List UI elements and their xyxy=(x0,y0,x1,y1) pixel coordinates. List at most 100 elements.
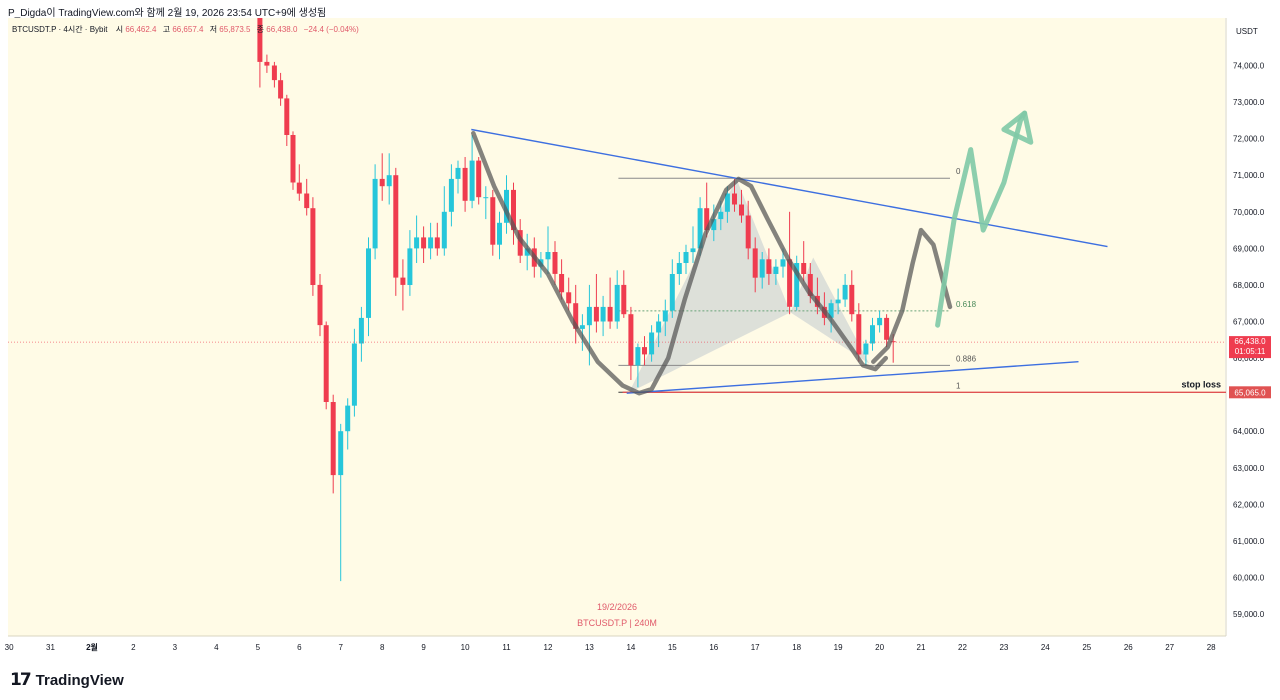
candle-bullish xyxy=(545,226,551,274)
projection-arrow-head xyxy=(1001,110,1034,145)
time-tick-label: 8 xyxy=(380,643,385,652)
time-tick-label: 19 xyxy=(834,643,843,652)
candle-body xyxy=(552,252,558,274)
time-tick-label: 11 xyxy=(502,643,511,652)
candle-body xyxy=(393,175,399,278)
candle-body xyxy=(330,402,336,476)
legend-symbol: BTCUSDT.P · 4시간 · Bybit xyxy=(12,24,108,34)
candle-bearish xyxy=(310,197,316,296)
price-tick-label: 66,000.0 xyxy=(1233,354,1265,363)
plot-area[interactable] xyxy=(8,18,1225,636)
candle-body xyxy=(842,284,848,300)
tradingview-logo[interactable]: 17 TradingView xyxy=(10,670,124,690)
candle-bearish xyxy=(421,226,427,263)
last-price-badge xyxy=(1229,336,1271,359)
candle-body xyxy=(511,189,516,231)
candle-body xyxy=(310,208,316,285)
currency-label: USDT xyxy=(1236,27,1258,36)
candle-bearish xyxy=(490,189,496,256)
candle-body xyxy=(635,347,641,366)
price-tick-label: 71,000.0 xyxy=(1233,171,1265,180)
time-tick-label: 15 xyxy=(668,643,677,652)
candle-body xyxy=(884,317,890,340)
candle-bearish xyxy=(400,259,406,311)
time-tick-label: 25 xyxy=(1082,643,1091,652)
time-tick-label: 31 xyxy=(46,643,55,652)
price-tick-label: 60,000.0 xyxy=(1233,574,1265,583)
time-tick-label: 24 xyxy=(1041,643,1050,652)
candle-body xyxy=(787,259,793,307)
candle-body xyxy=(264,61,270,66)
candle-body xyxy=(323,325,329,402)
candle-body xyxy=(807,274,813,296)
legend-low-value: 65,873.5 xyxy=(219,25,251,34)
candle-bullish xyxy=(497,211,502,260)
candle-body xyxy=(690,248,696,253)
candle-body xyxy=(669,274,675,311)
candle-body xyxy=(497,222,502,245)
candle-body xyxy=(759,259,765,278)
candle-body xyxy=(428,237,434,249)
price-tick-label: 62,000.0 xyxy=(1233,500,1265,509)
candle-body xyxy=(559,274,565,293)
time-tick-label: 26 xyxy=(1124,643,1133,652)
candle-body xyxy=(849,284,855,315)
candle-bullish xyxy=(338,423,344,582)
wave-path xyxy=(471,130,889,396)
price-axis[interactable]: 59,000.0 60,000.0 61,000.0 62,000.0 63,000.0… xyxy=(1233,62,1265,620)
candle-body xyxy=(718,211,724,220)
candle-body xyxy=(421,237,427,249)
time-axis[interactable]: 30 31 2월 2 3 4 5 6 7 8 9 10 11 12 13 14 15 16 17 18 19 20 21 22… xyxy=(5,642,1217,652)
candle-body xyxy=(724,193,730,212)
candle-bearish xyxy=(257,18,263,88)
candle-body xyxy=(697,208,703,249)
legend-high-value: 66,657.4 xyxy=(172,25,204,34)
candle-bullish xyxy=(407,230,413,296)
price-chart[interactable]: 59,000.0 60,000.0 61,000.0 62,000.0 63,000.0… xyxy=(0,18,1280,662)
candle-bearish xyxy=(621,270,627,318)
candle-body xyxy=(434,237,440,249)
candle-body xyxy=(752,248,758,278)
candle-bearish xyxy=(434,222,440,256)
candle-body xyxy=(642,347,647,355)
candle-body xyxy=(621,284,627,315)
drawings[interactable] xyxy=(8,110,1226,396)
candle-bearish xyxy=(628,306,634,380)
candle-body xyxy=(278,80,284,99)
candle-bearish xyxy=(278,72,284,106)
candle-bearish xyxy=(317,274,323,337)
legend-change: −24.4 (−0.04%) xyxy=(304,25,359,34)
candle-body xyxy=(517,230,523,256)
candle-bullish xyxy=(455,160,461,194)
candle-body xyxy=(257,18,263,62)
candle-bullish xyxy=(649,325,655,362)
candle-body xyxy=(469,160,475,201)
candle-body xyxy=(441,211,447,249)
price-tick-label: 72,000.0 xyxy=(1233,135,1265,144)
projection-bounce-path xyxy=(871,227,953,364)
candle-bearish xyxy=(801,241,807,282)
time-tick-label: 3 xyxy=(173,643,178,652)
candle-bullish xyxy=(676,252,682,285)
candle-bullish xyxy=(579,314,585,351)
candle-body xyxy=(386,175,392,187)
footer: 17 TradingView xyxy=(0,662,1280,700)
watermark-date: 19/2/2026 xyxy=(597,602,637,612)
candle-body xyxy=(566,292,572,304)
candle-body xyxy=(607,306,613,322)
time-tick-label: 21 xyxy=(917,643,926,652)
tradingview-logo-icon: 17 xyxy=(10,670,32,690)
candle-body xyxy=(407,248,413,285)
legend-close-label: 종 xyxy=(257,25,264,34)
price-tick-label: 73,000.0 xyxy=(1233,98,1265,107)
time-tick-label: 2월 xyxy=(86,642,98,652)
candle-body xyxy=(711,219,717,231)
fib-level-label: 0.618 xyxy=(956,300,977,309)
candle-body xyxy=(351,343,357,406)
time-tick-label: 20 xyxy=(875,643,884,652)
candle-body xyxy=(863,343,869,355)
candle-bearish xyxy=(476,157,482,205)
candle-body xyxy=(271,65,277,81)
candle-body xyxy=(773,266,779,274)
time-tick-label: 5 xyxy=(256,643,261,652)
